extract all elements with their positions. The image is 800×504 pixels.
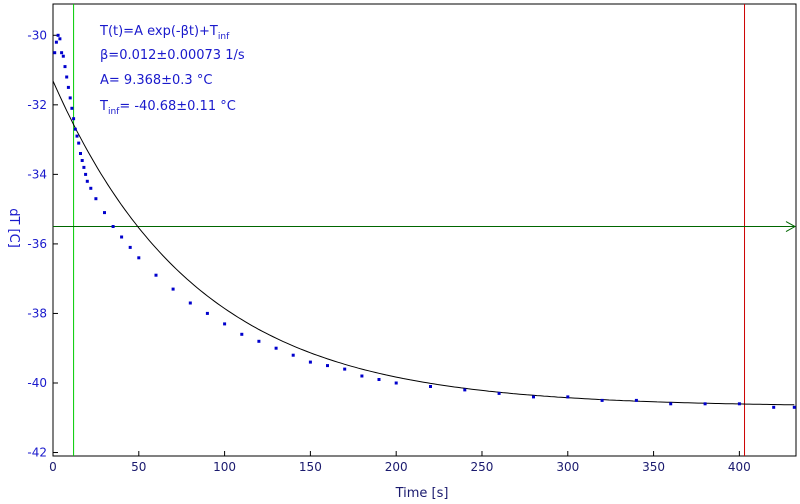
data-point [120, 235, 124, 239]
x-axis-label: Time [s] [395, 486, 449, 501]
data-point [84, 172, 88, 176]
data-point [77, 141, 81, 145]
x-axis: 0 50 100 150 200 250 300 350 400 [49, 451, 751, 474]
y-tick-label: -34 [27, 167, 47, 181]
level-marker-arrowhead [785, 221, 797, 232]
data-point [154, 273, 158, 277]
data-point [308, 360, 312, 364]
data-point [60, 51, 64, 55]
data-point [429, 385, 432, 388]
data-point [360, 374, 364, 378]
data-point [737, 402, 741, 406]
data-point [80, 159, 84, 162]
data-point [257, 339, 261, 343]
y-axis-label: dT [C] [6, 208, 21, 248]
data-point [137, 256, 141, 260]
data-point [53, 51, 57, 55]
y-tick-label: -38 [27, 306, 47, 320]
fit-curve [52, 80, 795, 406]
t-inf-value: Tinf= -40.68±0.11 °C [99, 99, 236, 117]
x-tick-label: 200 [385, 460, 408, 474]
data-point [128, 245, 132, 249]
data-point [463, 388, 467, 392]
data-point [188, 301, 192, 305]
data-point [634, 398, 638, 402]
data-point [669, 402, 673, 406]
data-point [205, 311, 209, 315]
data-point [63, 65, 67, 69]
x-tick-label: 50 [131, 460, 146, 474]
x-tick-label: 400 [728, 460, 751, 474]
x-tick-label: 350 [642, 460, 665, 474]
x-tick-label: 150 [299, 460, 322, 474]
x-tick-label: 100 [213, 460, 236, 474]
y-tick-label: -42 [27, 446, 47, 460]
data-point [600, 398, 604, 402]
data-point [73, 127, 77, 131]
fit-annotation: T(t)=A exp(-βt)+Tinf β=0.012±0.00073 1/s… [99, 24, 245, 117]
data-point [58, 37, 62, 41]
data-point [75, 134, 79, 138]
y-tick-label: -30 [27, 28, 47, 42]
plot-frame [52, 3, 797, 457]
data-point [703, 402, 707, 406]
data-point [89, 186, 93, 190]
data-point [274, 346, 278, 350]
data-point [497, 391, 501, 395]
data-point [240, 332, 244, 336]
data-point [65, 75, 69, 79]
data-point [377, 378, 381, 381]
beta-value: β=0.012±0.00073 1/s [100, 48, 245, 63]
data-point [223, 322, 227, 326]
y-tick-label: -36 [27, 237, 47, 251]
y-tick-label: -40 [27, 376, 47, 390]
x-tick-label: 250 [471, 460, 494, 474]
data-point [61, 54, 65, 58]
data-point [56, 33, 60, 37]
data-point [291, 353, 295, 357]
data-point [66, 85, 70, 89]
data-point [70, 106, 74, 110]
data-point [82, 165, 86, 169]
data-point [532, 395, 535, 399]
fit-formula: T(t)=A exp(-βt)+Tinf [99, 24, 230, 42]
data-point [171, 287, 175, 291]
data-point [79, 152, 82, 155]
data-point [68, 96, 72, 100]
data-point [103, 211, 106, 215]
data-point [343, 367, 347, 371]
data-point [326, 364, 329, 368]
x-tick-label: 300 [556, 460, 579, 474]
amplitude-value: A= 9.368±0.3 °C [100, 73, 212, 88]
data-series [53, 33, 796, 409]
data-point [54, 40, 58, 44]
data-point [394, 381, 398, 385]
y-tick-label: -32 [27, 98, 47, 112]
x-tick-label: 0 [49, 460, 57, 474]
data-point [792, 405, 796, 409]
data-point [566, 395, 570, 399]
y-axis: -30 -32 -34 -36 -38 -40 -42 [27, 28, 58, 460]
data-point [111, 225, 115, 228]
data-point [85, 179, 89, 183]
data-point [94, 197, 98, 201]
data-point [72, 117, 76, 121]
data-point [772, 405, 776, 409]
